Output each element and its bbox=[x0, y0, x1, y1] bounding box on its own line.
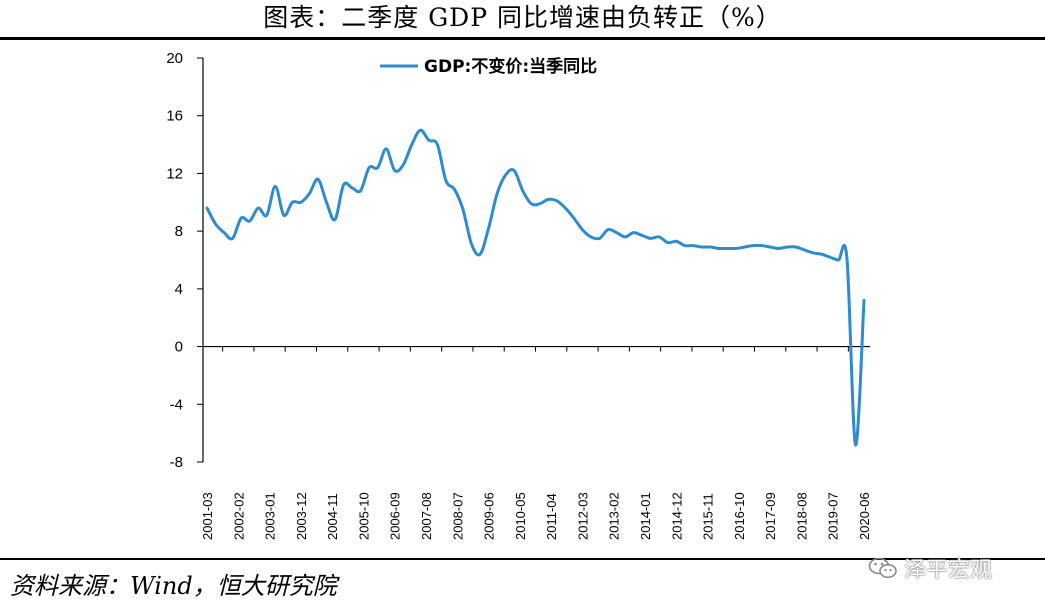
x-tick-label: 2012-03 bbox=[575, 492, 590, 540]
x-tick-label: 2003-01 bbox=[263, 492, 278, 540]
series-line-0 bbox=[205, 128, 866, 447]
x-tick-label: 2003-12 bbox=[294, 492, 309, 540]
watermark-text: 泽平宏观 bbox=[904, 558, 993, 583]
y-tick-label: -8 bbox=[170, 454, 183, 471]
y-tick-label: 16 bbox=[166, 108, 183, 125]
x-tick-label: 2019-07 bbox=[826, 492, 841, 540]
y-tick-label: 0 bbox=[175, 339, 183, 356]
source-note: 资料来源：Wind，恒大研究院 bbox=[10, 572, 337, 600]
x-tick-label: 2010-05 bbox=[513, 492, 528, 540]
title-divider bbox=[0, 37, 1045, 40]
y-axis-ticks: -8 -4 0 4 8 12 16 20 bbox=[166, 50, 203, 471]
wechat-icon bbox=[868, 557, 897, 579]
y-tick-label: 8 bbox=[175, 223, 183, 240]
x-axis-ticks: 2001-03 2002-02 2003-01 2003-12 2004-11 2005-… bbox=[200, 346, 872, 540]
y-tick-label: -4 bbox=[170, 396, 183, 413]
x-tick-label: 2009-06 bbox=[482, 492, 497, 540]
x-tick-label: 2018-08 bbox=[794, 492, 809, 540]
x-tick-label: 2020-06 bbox=[857, 492, 872, 540]
x-tick-label: 2008-07 bbox=[450, 492, 465, 540]
x-tick-label: 2001-03 bbox=[200, 492, 215, 540]
x-tick-label: 2014-12 bbox=[669, 492, 684, 540]
x-tick-label: 2005-10 bbox=[356, 492, 371, 540]
y-tick-label: 20 bbox=[166, 50, 183, 67]
x-tick-label: 2007-08 bbox=[419, 492, 434, 540]
watermark: 泽平宏观 bbox=[868, 552, 992, 584]
chart-axes bbox=[202, 58, 870, 462]
x-tick-label: 2016-10 bbox=[732, 492, 747, 540]
y-tick-label: 12 bbox=[166, 165, 183, 182]
footer-divider bbox=[0, 558, 1045, 560]
y-tick-label: 4 bbox=[175, 281, 183, 298]
x-tick-label: 2006-09 bbox=[388, 492, 403, 540]
chart-title: 图表：二季度 GDP 同比增速由负转正（%） bbox=[263, 3, 782, 32]
x-tick-label: 2015-11 bbox=[701, 493, 716, 540]
x-tick-label: 2014-01 bbox=[638, 492, 653, 540]
x-tick-label: 2013-02 bbox=[607, 492, 622, 540]
x-tick-label: 2004-11 bbox=[325, 493, 340, 540]
gdp-line-chart: -8 -4 0 4 8 12 16 20 2001-03 2002-02 2003-01 2003-… bbox=[166, 50, 872, 540]
x-tick-label: 2002-02 bbox=[231, 492, 246, 540]
legend-label: GDP:不变价:当季同比 bbox=[424, 56, 597, 77]
legend: GDP:不变价:当季同比 bbox=[380, 56, 597, 77]
x-tick-label: 2017-09 bbox=[763, 492, 778, 540]
series-lines bbox=[205, 128, 866, 447]
x-tick-label: 2011-04 bbox=[544, 493, 559, 540]
